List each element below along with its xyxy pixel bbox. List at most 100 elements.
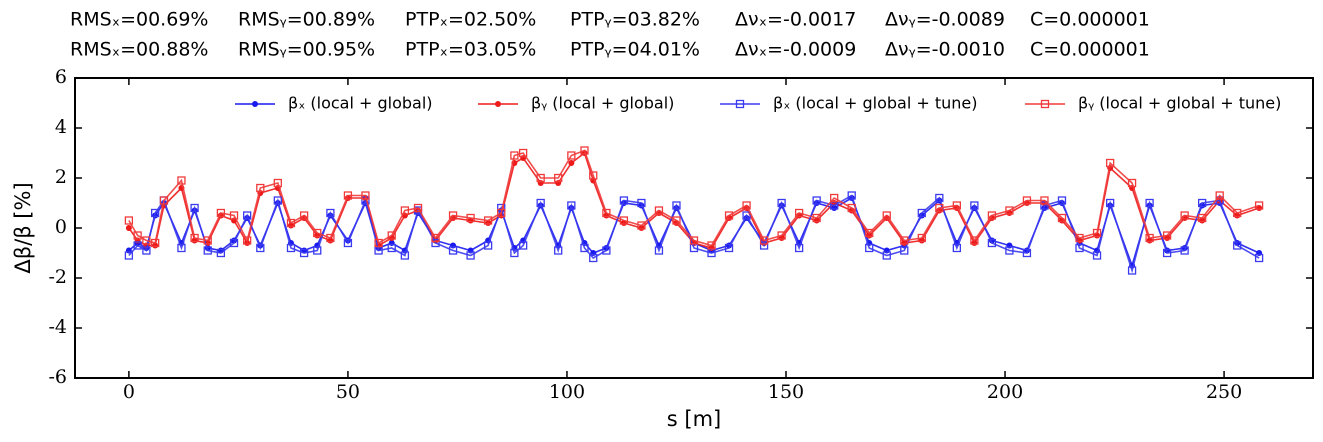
point <box>554 246 563 255</box>
point <box>987 238 997 248</box>
point <box>124 251 134 260</box>
point <box>847 191 856 200</box>
point <box>830 193 839 203</box>
point <box>299 211 309 220</box>
stat-text: PTPₓ=03.05% <box>405 39 536 61</box>
x-axis-label: s [m] <box>667 407 721 431</box>
point <box>794 208 804 218</box>
series-line <box>128 196 1260 269</box>
point <box>1075 233 1084 243</box>
stat-text: Δνᵧ=-0.0010 <box>885 39 1005 61</box>
point <box>1198 198 1207 208</box>
point <box>602 208 611 218</box>
y-tick-label: -2 <box>48 266 67 288</box>
point <box>1005 246 1014 255</box>
point <box>1198 213 1207 223</box>
point <box>431 233 440 243</box>
point <box>777 231 786 240</box>
point <box>865 228 874 238</box>
stat-text: Δνᵧ=-0.0089 <box>885 9 1005 31</box>
point <box>1145 198 1154 208</box>
point <box>177 243 186 253</box>
point <box>1127 178 1137 188</box>
point <box>133 241 142 250</box>
point <box>777 198 786 208</box>
point <box>142 246 151 255</box>
point <box>273 178 282 188</box>
series-line <box>128 151 1260 249</box>
legend-marker <box>735 99 745 109</box>
point <box>343 191 353 200</box>
point <box>724 243 734 253</box>
point <box>1145 233 1154 243</box>
point <box>286 243 296 253</box>
point <box>536 173 545 183</box>
legend-marker <box>495 101 501 107</box>
point <box>707 241 716 250</box>
stat-text: Δνₓ=-0.0009 <box>735 39 856 61</box>
point <box>216 248 226 258</box>
point <box>865 243 874 253</box>
point <box>229 211 239 220</box>
series-line <box>128 149 1260 247</box>
stat-text: RMSᵧ=00.95% <box>238 39 375 61</box>
point <box>256 243 265 253</box>
point <box>286 218 296 228</box>
point <box>1057 196 1067 205</box>
stat-text: RMSₓ=00.88% <box>70 39 208 61</box>
stat-text: Δνₓ=-0.0017 <box>735 9 856 31</box>
point <box>1092 251 1102 260</box>
point <box>448 246 458 255</box>
point <box>654 246 664 255</box>
point <box>568 160 575 166</box>
y-tick-label: -4 <box>48 316 67 338</box>
point <box>1233 208 1242 218</box>
point <box>882 251 891 260</box>
legend-label: βₓ (local + global) <box>288 94 433 113</box>
point <box>243 236 252 245</box>
legend-marker <box>252 101 258 107</box>
point <box>589 171 598 180</box>
x-tick-label: 100 <box>549 381 585 403</box>
y-tick-label: 6 <box>55 66 67 88</box>
point <box>510 151 519 160</box>
stat-text: PTPₓ=02.50% <box>405 9 536 31</box>
point <box>619 196 629 205</box>
point <box>637 221 646 230</box>
point <box>1022 248 1032 258</box>
point <box>124 216 134 225</box>
point <box>567 201 576 210</box>
y-axis-label: Δβ/β [%] <box>11 182 35 273</box>
point <box>935 203 944 213</box>
point <box>724 211 734 220</box>
point <box>519 148 528 158</box>
point <box>387 243 396 253</box>
point <box>580 146 589 155</box>
point <box>589 253 598 263</box>
x-tick-label: 150 <box>768 381 804 403</box>
legend-label: βₓ (local + global + tune) <box>773 94 978 113</box>
point <box>466 213 475 223</box>
series-line <box>128 194 1260 274</box>
point <box>759 236 769 245</box>
point <box>882 211 891 220</box>
point <box>1075 243 1084 253</box>
point <box>326 208 335 218</box>
point <box>510 248 519 258</box>
point <box>935 193 944 203</box>
point <box>361 191 370 200</box>
point <box>497 208 506 218</box>
point <box>970 201 979 210</box>
point <box>133 231 142 240</box>
point <box>970 236 979 245</box>
point <box>1040 201 1049 210</box>
point <box>413 203 423 213</box>
point <box>151 238 160 248</box>
point <box>1215 191 1224 200</box>
point <box>812 213 821 223</box>
point <box>1022 196 1032 205</box>
y-tick-label: 4 <box>55 116 67 138</box>
point <box>400 251 410 260</box>
point <box>203 246 212 255</box>
point <box>637 198 646 208</box>
